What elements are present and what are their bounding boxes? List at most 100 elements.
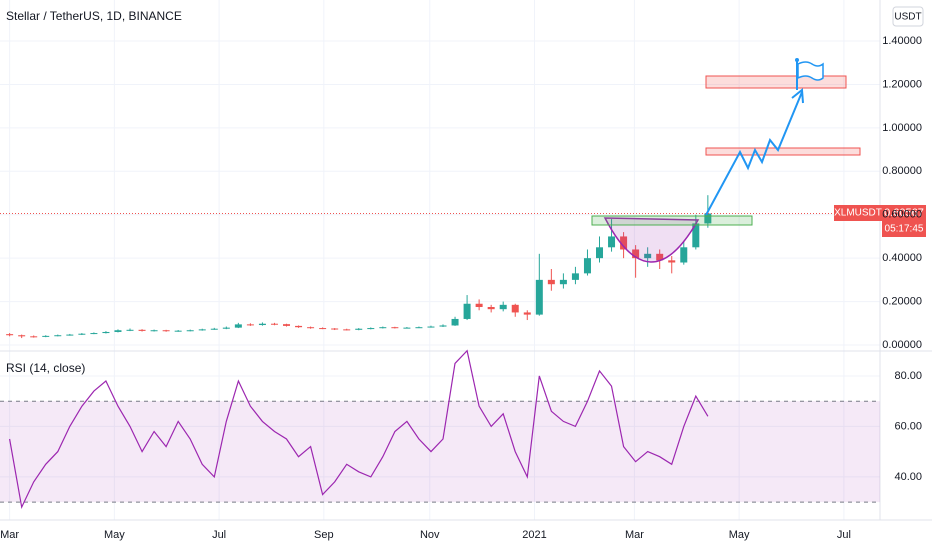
rsi-band-fill (0, 401, 880, 503)
x-tick-label: 2021 (522, 529, 546, 541)
candle-body (90, 333, 98, 335)
candle-body (427, 326, 435, 328)
target-zone (705, 147, 861, 156)
candle-body (680, 247, 688, 263)
x-tick-label: Jul (212, 529, 226, 541)
candle-body (78, 333, 86, 335)
flag-icon (795, 58, 824, 90)
candle-body (18, 335, 26, 337)
rsi-line (9, 349, 709, 510)
candle-body (114, 330, 122, 332)
candle-body (451, 318, 459, 326)
candle-body (210, 328, 218, 330)
candle-body (54, 335, 62, 337)
x-tick-label: Sep (314, 529, 334, 541)
candle-body (234, 324, 242, 328)
candle-body (319, 328, 327, 330)
candle-body (367, 328, 375, 330)
y-tick-label: 0.20000 (882, 295, 922, 307)
candle-body (391, 327, 399, 329)
candle-body (379, 327, 387, 329)
candle-body (439, 325, 447, 327)
candle-body (523, 312, 531, 315)
y-tick-label: 0.00000 (882, 339, 922, 351)
candle-body (307, 327, 315, 329)
rsi-title: RSI (14, close) (6, 361, 85, 375)
candle-body (150, 330, 158, 332)
candle-body (668, 260, 676, 263)
support-zone (591, 215, 753, 226)
price-badge (882, 205, 926, 237)
x-tick-label: May (729, 529, 750, 541)
x-tick-label: Jul (837, 529, 851, 541)
x-tick-label: Nov (420, 529, 440, 541)
candle-body (198, 329, 206, 331)
candle-body (415, 327, 423, 329)
candle-body (632, 249, 640, 259)
y-tick-label: 0.80000 (882, 165, 922, 177)
candle-body (174, 330, 182, 332)
candle-body (343, 329, 351, 331)
candle-body (66, 334, 74, 336)
candle-body (608, 236, 616, 248)
candle-body (42, 335, 50, 337)
y-tick-label: 1.00000 (882, 122, 922, 134)
candle-body (704, 213, 712, 224)
symbol-badge (834, 205, 882, 221)
currency-label[interactable]: USDT (894, 12, 921, 23)
x-tick-label: Mar (0, 529, 19, 541)
candle-body (499, 304, 507, 310)
candle-body (270, 323, 278, 325)
candle-body (331, 328, 339, 330)
x-tick-label: Mar (625, 529, 644, 541)
price-badge-label: 0.60567 (884, 207, 924, 219)
candle-body (583, 258, 591, 274)
y-tick-label: 1.20000 (882, 78, 922, 90)
grid (0, 0, 880, 520)
candle-body (283, 324, 291, 326)
candle-body (186, 330, 194, 332)
currency-button[interactable] (892, 6, 924, 27)
candle-body (295, 325, 303, 328)
candle-body (138, 329, 146, 331)
candle-body (620, 236, 628, 250)
arrow-head (791, 88, 804, 104)
candle-body (30, 336, 38, 338)
candle-body (246, 324, 254, 326)
target-zone (705, 75, 847, 89)
candle-body (222, 327, 230, 329)
y-tick-label: 0.60000 (882, 209, 922, 221)
candle-body (258, 323, 266, 326)
symbol-title: Stellar / TetherUS, 1D, BINANCE (6, 9, 182, 23)
candle-body (403, 327, 411, 329)
symbol-badge-label: XLMUSDT (834, 208, 882, 219)
candle-body (535, 279, 543, 315)
y-tick-label: 1.40000 (882, 35, 922, 47)
cup-drawing (603, 217, 700, 263)
countdown-label: 05:17:45 (885, 224, 924, 235)
y-tick-label: 40.00 (894, 471, 922, 483)
candle-body (511, 304, 519, 313)
candle-body (102, 331, 110, 334)
candle-body (475, 303, 483, 308)
marks (0, 195, 880, 510)
candle-body (644, 253, 652, 259)
y-tick-label: 0.40000 (882, 252, 922, 264)
candle-body (355, 328, 363, 330)
candle-body (596, 247, 604, 259)
y-tick-label: 60.00 (894, 420, 922, 432)
projection-arrow (705, 91, 803, 216)
candle-body (463, 303, 471, 319)
candle-body (126, 329, 134, 331)
candle-body (6, 334, 14, 336)
candle-body (692, 223, 700, 248)
candle-body (547, 279, 555, 285)
candle-body (162, 330, 170, 332)
candle-body (571, 273, 579, 280)
candle-body (559, 279, 567, 285)
y-tick-label: 80.00 (894, 370, 922, 382)
candle-body (487, 307, 495, 310)
x-tick-label: May (104, 529, 125, 541)
